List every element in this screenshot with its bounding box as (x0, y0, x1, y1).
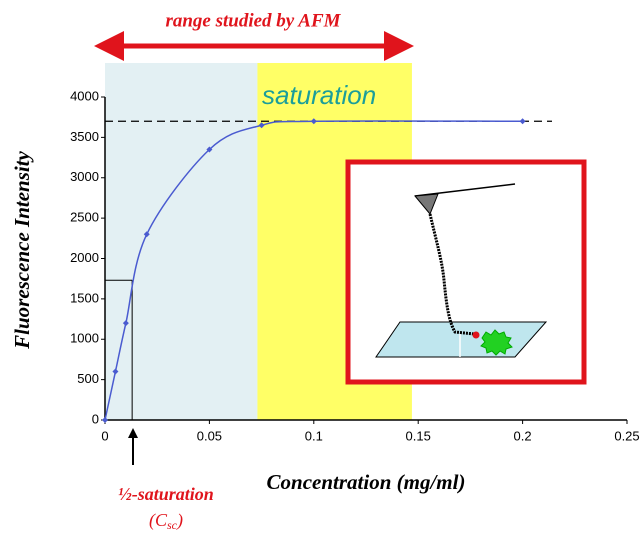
shaded-region (105, 63, 257, 420)
range-label: range studied by AFM (165, 10, 341, 31)
inset (348, 162, 584, 382)
y-tick-label: 1000 (70, 331, 99, 346)
y-tick-label: 2500 (70, 210, 99, 225)
x-tick-label: 0.05 (197, 428, 222, 443)
half-notation: (Csc) (149, 510, 183, 532)
y-tick-label: 2000 (70, 250, 99, 265)
notation-close: ) (176, 510, 183, 531)
bead (473, 332, 480, 339)
notation-open: (C (149, 510, 168, 531)
y-tick-label: 500 (77, 371, 99, 386)
x-axis-title: Concentration (mg/ml) (267, 470, 466, 494)
x-tick-label: 0.1 (305, 428, 323, 443)
y-tick-label: 1500 (70, 290, 99, 305)
x-tick-label: 0 (101, 428, 108, 443)
x-tick-label: 0.15 (406, 428, 431, 443)
y-tick-label: 0 (92, 411, 99, 426)
x-tick-label: 0.25 (614, 428, 639, 443)
saturation-label: saturation (262, 80, 376, 110)
y-tick-label: 3500 (70, 129, 99, 144)
page: {"chart_data": {"type": "line", "title":… (0, 0, 643, 538)
half-label: ½-saturation (118, 484, 214, 504)
y-tick-label: 4000 (70, 88, 99, 103)
x-tick-label: 0.2 (514, 428, 532, 443)
chart: 0 500 1000 1500 2000 2500 3000 3500 4000 0 0.05 0.1… (0, 0, 643, 538)
y-tick-label: 3000 (70, 169, 99, 184)
point (520, 118, 526, 124)
y-axis-title: Fluorescence Intensity (10, 150, 34, 349)
